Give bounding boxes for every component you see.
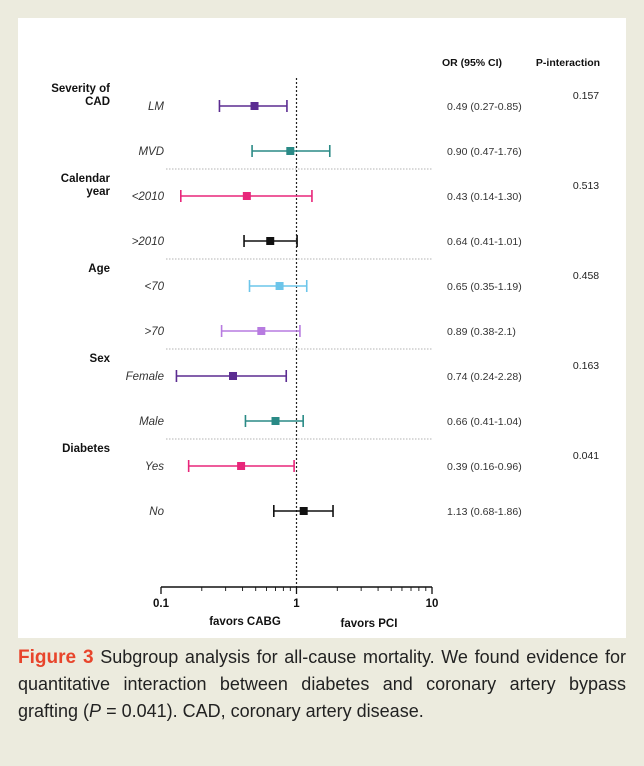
or-ci-value: 0.49 (0.27-0.85) bbox=[447, 101, 522, 113]
row-label: Yes bbox=[145, 461, 164, 473]
favors-left-label: favors CABG bbox=[209, 616, 281, 628]
point-estimate bbox=[299, 507, 308, 515]
p-interaction-value: 0.041 bbox=[573, 450, 599, 462]
row-label: <2010 bbox=[132, 191, 165, 203]
point-estimate bbox=[237, 462, 246, 470]
p-interaction-value: 0.458 bbox=[573, 270, 599, 282]
p-interaction-value: 0.513 bbox=[573, 180, 599, 192]
group-title: year bbox=[86, 186, 110, 198]
x-tick-label: 0.1 bbox=[153, 598, 170, 610]
or-ci-value: 0.64 (0.41-1.01) bbox=[447, 236, 522, 248]
header-p-interaction: P-interaction bbox=[536, 57, 600, 69]
caption-p-symbol: P bbox=[89, 701, 102, 721]
group-title: Sex bbox=[90, 353, 111, 365]
row-label: No bbox=[149, 506, 164, 518]
caption-text-end: = 0.041). CAD, coronary artery disease. bbox=[101, 701, 424, 721]
point-estimate bbox=[271, 417, 280, 425]
caption-text-start: Subgroup analysis for all-cause mortalit… bbox=[18, 647, 626, 721]
x-tick-label: 1 bbox=[293, 598, 300, 610]
or-ci-value: 0.65 (0.35-1.19) bbox=[447, 281, 522, 293]
point-estimate bbox=[242, 192, 251, 200]
or-ci-value: 1.13 (0.68-1.86) bbox=[447, 506, 522, 518]
row-label: LM bbox=[148, 101, 164, 113]
or-ci-value: 0.90 (0.47-1.76) bbox=[447, 146, 522, 158]
group-title: CAD bbox=[85, 96, 110, 108]
header-or-ci: OR (95% CI) bbox=[442, 57, 502, 69]
point-estimate bbox=[257, 327, 266, 335]
row-label: Male bbox=[139, 416, 164, 428]
group-title: Severity of bbox=[51, 83, 110, 95]
point-estimate bbox=[275, 282, 284, 290]
point-estimate bbox=[250, 102, 259, 110]
or-ci-value: 0.89 (0.38-2.1) bbox=[447, 326, 516, 338]
point-estimate bbox=[266, 237, 275, 245]
x-tick-label: 10 bbox=[426, 598, 439, 610]
row-label: >70 bbox=[144, 326, 164, 338]
group-title: Diabetes bbox=[62, 443, 110, 455]
row-label: MVD bbox=[138, 146, 164, 158]
or-ci-value: 0.66 (0.41-1.04) bbox=[447, 416, 522, 428]
figure-label: Figure 3 bbox=[18, 647, 94, 668]
row-label: >2010 bbox=[132, 236, 165, 248]
figure-caption: Figure 3 Subgroup analysis for all-cause… bbox=[18, 644, 626, 725]
figure-panel: OR (95% CI) P-interaction Severity of CAD 0.… bbox=[18, 18, 626, 638]
point-estimate bbox=[229, 372, 238, 380]
group-title: Age bbox=[88, 263, 110, 275]
or-ci-value: 0.39 (0.16-0.96) bbox=[447, 461, 522, 473]
or-ci-value: 0.74 (0.24-2.28) bbox=[447, 371, 522, 383]
row-label: <70 bbox=[144, 281, 164, 293]
or-ci-value: 0.43 (0.14-1.30) bbox=[447, 191, 522, 203]
p-interaction-value: 0.157 bbox=[573, 90, 599, 102]
p-interaction-value: 0.163 bbox=[573, 360, 599, 372]
row-label: Female bbox=[126, 371, 164, 383]
group-title: Calendar bbox=[61, 173, 111, 185]
point-estimate bbox=[286, 147, 295, 155]
favors-right-label: favors PCI bbox=[341, 618, 398, 630]
